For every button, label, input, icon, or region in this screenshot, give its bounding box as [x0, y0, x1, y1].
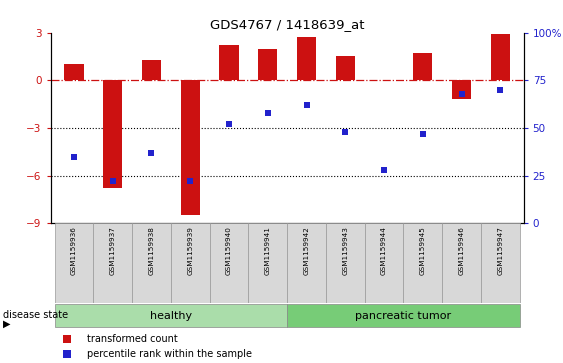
Point — [418, 131, 427, 136]
Point — [341, 129, 350, 135]
Bar — [326, 223, 365, 303]
Bar — [103, 80, 122, 188]
Bar — [64, 65, 84, 80]
Bar — [481, 223, 520, 303]
Point — [379, 167, 388, 173]
Bar — [490, 34, 510, 80]
Text: disease state: disease state — [3, 310, 68, 319]
Text: ▶: ▶ — [3, 319, 10, 329]
Bar — [220, 45, 239, 80]
Point — [302, 102, 311, 108]
Bar — [374, 79, 394, 80]
Bar — [336, 57, 355, 80]
Bar — [258, 49, 278, 80]
Point — [69, 154, 78, 159]
Bar — [171, 223, 209, 303]
Point — [147, 150, 156, 156]
Point — [225, 121, 234, 127]
Bar — [93, 223, 132, 303]
Text: GSM1159942: GSM1159942 — [303, 226, 310, 274]
Bar — [452, 80, 471, 99]
Text: percentile rank within the sample: percentile rank within the sample — [87, 350, 252, 359]
Bar — [248, 223, 287, 303]
Bar — [142, 60, 161, 80]
Bar — [287, 223, 326, 303]
Bar — [413, 53, 432, 80]
Text: GSM1159940: GSM1159940 — [226, 226, 232, 274]
Bar — [55, 304, 287, 327]
Text: GSM1159945: GSM1159945 — [420, 226, 426, 274]
Bar — [287, 304, 520, 327]
Text: GSM1159938: GSM1159938 — [149, 226, 154, 274]
Text: healthy: healthy — [150, 311, 192, 321]
Point — [263, 110, 272, 115]
Text: GSM1159941: GSM1159941 — [265, 226, 271, 274]
Text: GSM1159936: GSM1159936 — [71, 226, 77, 274]
Bar — [365, 223, 404, 303]
Point — [186, 178, 195, 184]
Point — [108, 178, 117, 184]
Text: GSM1159946: GSM1159946 — [459, 226, 464, 274]
Bar — [181, 80, 200, 215]
Bar — [404, 223, 442, 303]
Text: GSM1159937: GSM1159937 — [110, 226, 115, 274]
Point — [457, 91, 466, 97]
Text: pancreatic tumor: pancreatic tumor — [355, 311, 452, 321]
Bar — [297, 37, 316, 80]
Text: GSM1159939: GSM1159939 — [187, 226, 193, 274]
Text: GSM1159943: GSM1159943 — [342, 226, 348, 274]
Bar — [442, 223, 481, 303]
Bar — [55, 223, 93, 303]
Point — [496, 87, 505, 93]
Title: GDS4767 / 1418639_at: GDS4767 / 1418639_at — [210, 19, 364, 32]
Bar — [132, 223, 171, 303]
Text: GSM1159947: GSM1159947 — [497, 226, 503, 274]
Bar — [209, 223, 248, 303]
Text: GSM1159944: GSM1159944 — [381, 226, 387, 274]
Text: transformed count: transformed count — [87, 334, 178, 344]
